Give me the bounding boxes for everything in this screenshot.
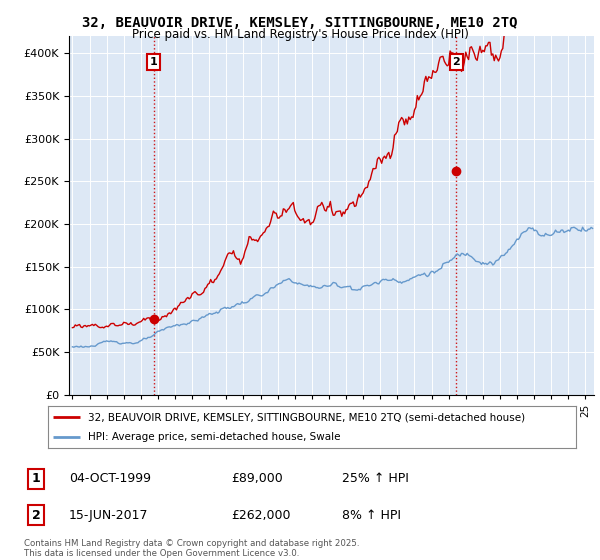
Text: 1: 1 (32, 472, 40, 486)
Text: 2: 2 (32, 508, 40, 522)
Text: 15-JUN-2017: 15-JUN-2017 (69, 508, 149, 522)
Text: 8% ↑ HPI: 8% ↑ HPI (342, 508, 401, 522)
Text: £262,000: £262,000 (231, 508, 290, 522)
Text: HPI: Average price, semi-detached house, Swale: HPI: Average price, semi-detached house,… (88, 432, 340, 442)
Text: £89,000: £89,000 (231, 472, 283, 486)
Text: 1: 1 (150, 57, 158, 67)
Text: 32, BEAUVOIR DRIVE, KEMSLEY, SITTINGBOURNE, ME10 2TQ (semi-detached house): 32, BEAUVOIR DRIVE, KEMSLEY, SITTINGBOUR… (88, 412, 525, 422)
Text: Contains HM Land Registry data © Crown copyright and database right 2025.
This d: Contains HM Land Registry data © Crown c… (24, 539, 359, 558)
Text: 2: 2 (452, 57, 460, 67)
Text: Price paid vs. HM Land Registry's House Price Index (HPI): Price paid vs. HM Land Registry's House … (131, 28, 469, 41)
Text: 25% ↑ HPI: 25% ↑ HPI (342, 472, 409, 486)
Text: 04-OCT-1999: 04-OCT-1999 (69, 472, 151, 486)
Text: 32, BEAUVOIR DRIVE, KEMSLEY, SITTINGBOURNE, ME10 2TQ: 32, BEAUVOIR DRIVE, KEMSLEY, SITTINGBOUR… (82, 16, 518, 30)
